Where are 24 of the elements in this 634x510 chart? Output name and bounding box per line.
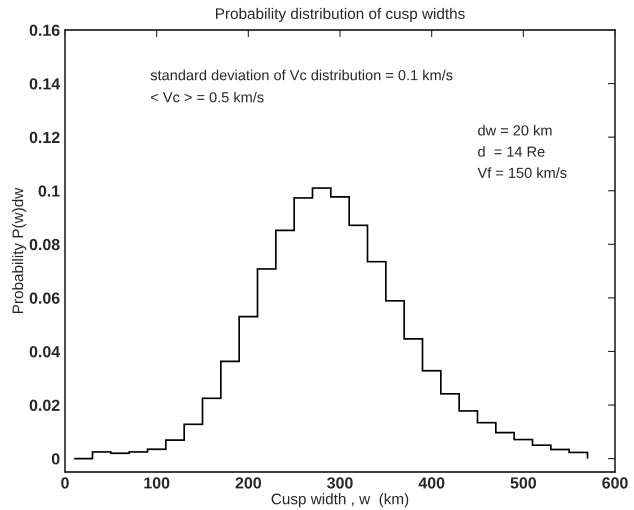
y-tick-label: 0.02 bbox=[30, 400, 60, 411]
x-tick-label: 400 bbox=[418, 477, 444, 489]
y-tick-label: 0.1 bbox=[38, 185, 60, 197]
x-tick-label: 500 bbox=[510, 477, 536, 489]
y-tick-label: 0.16 bbox=[30, 24, 60, 36]
annotation: dw = 20 km bbox=[478, 124, 552, 136]
x-tick-label: 0 bbox=[61, 477, 69, 489]
y-tick-label: 0.08 bbox=[30, 238, 60, 250]
y-tick-label: 0.06 bbox=[30, 292, 60, 304]
annotation: < Vc > = 0.5 km/s bbox=[150, 92, 264, 102]
y-tick-label: 0.12 bbox=[30, 132, 60, 144]
x-axis-title: Cusp width , w (km) bbox=[272, 493, 408, 508]
annotation: Vf = 150 km/s bbox=[478, 167, 567, 178]
chart-title: Probability distribution of cusp widths bbox=[216, 8, 465, 22]
y-axis-title: Probability P(w)dw bbox=[12, 188, 26, 313]
x-tick-label: 300 bbox=[327, 477, 353, 489]
annotation: standard deviation of Vc distribution = 0.1 km/s bbox=[150, 70, 452, 80]
y-tick-label: 0.14 bbox=[30, 78, 60, 90]
y-tick-label: 0.04 bbox=[30, 346, 60, 358]
x-tick-label: 600 bbox=[602, 477, 628, 489]
x-tick-label: 200 bbox=[236, 477, 262, 489]
y-tick-label: 0 bbox=[52, 453, 60, 465]
annotation: d = 14 Re bbox=[478, 146, 545, 157]
x-tick-label: 100 bbox=[144, 477, 170, 489]
